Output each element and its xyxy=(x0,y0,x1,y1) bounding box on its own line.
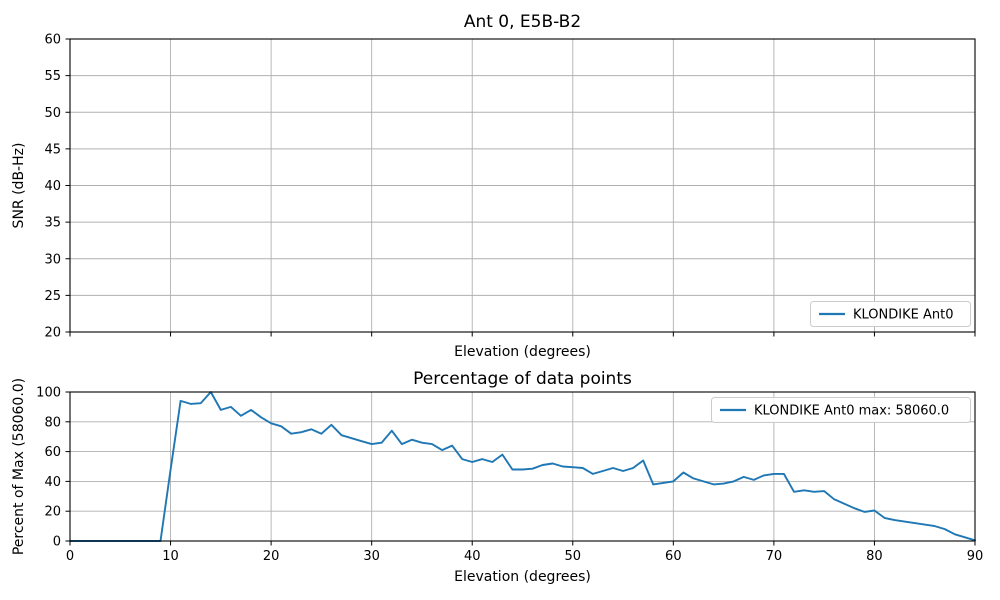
y-tick-label: 20 xyxy=(44,505,61,520)
y-tick-label: 0 xyxy=(53,535,61,550)
snr-legend-box xyxy=(810,301,971,327)
y-tick-label: 60 xyxy=(44,33,61,48)
x-tick-label: 10 xyxy=(162,549,179,564)
y-tick-label: 45 xyxy=(44,142,61,157)
percentage-legend-label: KLONDIKE Ant0 max: 58060.0 xyxy=(754,404,949,419)
percentage-legend: KLONDIKE Ant0 max: 58060.0 xyxy=(711,397,971,423)
snr-xaxis-label: Elevation (degrees) xyxy=(454,344,591,360)
x-tick-label: 70 xyxy=(766,549,783,564)
x-tick-label: 30 xyxy=(363,549,380,564)
y-tick-label: 35 xyxy=(44,216,61,231)
x-tick-label: 50 xyxy=(565,549,582,564)
percentage-plot-title: Percentage of data points xyxy=(413,369,632,389)
snr-yaxis-label: SNR (dB-Hz) xyxy=(11,143,27,229)
x-tick-label: 20 xyxy=(263,549,280,564)
percentage-xaxis-label: Elevation (degrees) xyxy=(454,569,591,585)
y-tick-label: 30 xyxy=(44,252,61,267)
y-tick-label: 55 xyxy=(44,69,61,84)
data-line xyxy=(69,391,976,542)
y-tick-label: 20 xyxy=(44,326,61,341)
snr-legend-label: KLONDIKE Ant0 xyxy=(853,308,953,323)
y-tick-label: 40 xyxy=(44,179,61,194)
axes-frame xyxy=(69,391,976,542)
percentage-plot: Percentage of data points 0 10 20 30 40 50 60 7… xyxy=(11,369,983,585)
y-tick-label: 80 xyxy=(44,415,61,430)
x-tick-label: 80 xyxy=(866,549,883,564)
x-tick-label: 90 xyxy=(967,549,984,564)
percentage-yaxis-label: Percent of Max (58060.0) xyxy=(11,378,27,555)
y-tick-label: 25 xyxy=(44,289,61,304)
y-tick-label: 100 xyxy=(36,386,61,401)
percentage-legend-box xyxy=(711,397,971,423)
snr-legend: KLONDIKE Ant0 xyxy=(810,301,971,327)
y-tick-label: 50 xyxy=(44,106,61,121)
x-tick-label: 60 xyxy=(665,549,682,564)
snr-plot: Ant 0, E5B-B2 20 25 30 35 40 45 50 55 60 Elevati… xyxy=(11,12,976,360)
y-tick-label: 40 xyxy=(44,475,61,490)
x-tick-label: 0 xyxy=(66,549,74,564)
y-tick-label: 60 xyxy=(44,445,61,460)
x-tick-label: 40 xyxy=(464,549,481,564)
snr-plot-title: Ant 0, E5B-B2 xyxy=(464,12,581,32)
